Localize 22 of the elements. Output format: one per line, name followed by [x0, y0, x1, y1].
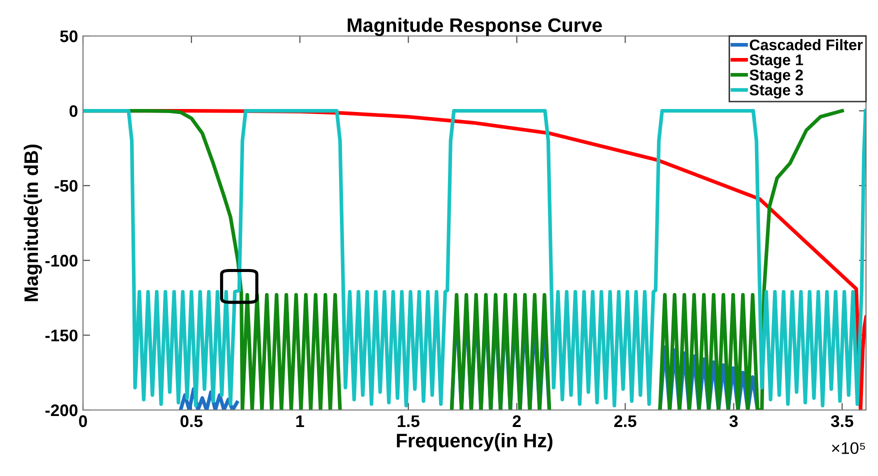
- x-tick-label: 1: [296, 415, 304, 427]
- legend-label: Stage 2: [750, 70, 803, 84]
- legend-label: Stage 3: [750, 84, 803, 99]
- legend-label: Stage 1: [750, 54, 804, 68]
- x-tick-label: 2: [512, 415, 521, 427]
- legend-label: Cascaded Filter: [750, 39, 863, 50]
- text: ×10⁵: [832, 442, 865, 454]
- x-tick-label: 2.5: [614, 415, 636, 428]
- y-tick-label: -100: [45, 254, 78, 267]
- chart-title: Magnitude Response Curve: [348, 18, 602, 36]
- x-tick-label: 0.5: [180, 415, 203, 428]
- x-tick-label: 1.5: [398, 415, 420, 428]
- y-tick-label: 50: [60, 30, 78, 42]
- y-axis-title: Magnitude(in dB): [24, 144, 42, 302]
- y-tick-label: 0: [70, 105, 78, 118]
- x-axis-title: Frequency(in Hz): [396, 433, 552, 452]
- y-tick-label: -50: [54, 180, 78, 192]
- x-tick-label: 0: [79, 415, 87, 428]
- x-tick-label: 3: [729, 415, 738, 428]
- y-tick-label: -150: [45, 330, 78, 342]
- x-tick-label: 3.5: [830, 415, 854, 428]
- y-tick-label: -200: [45, 404, 78, 416]
